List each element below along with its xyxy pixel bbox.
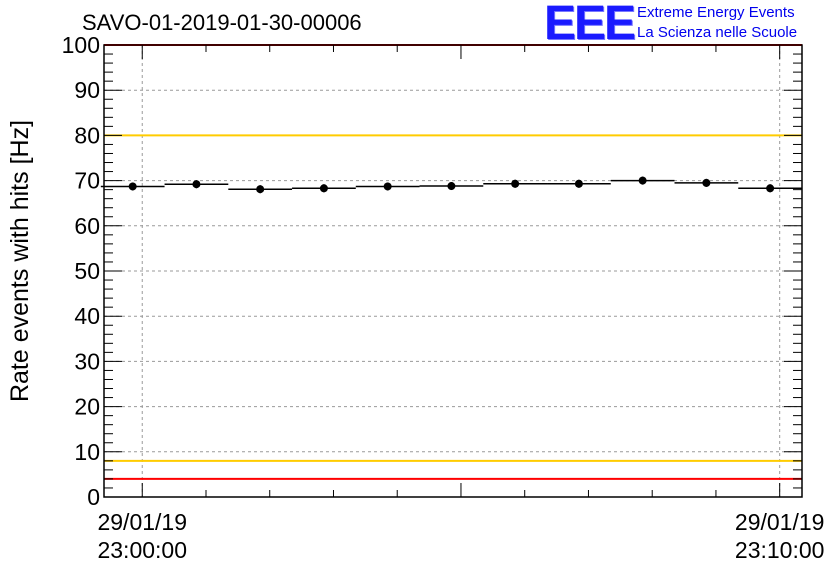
data-point (319, 184, 328, 193)
y-tick-label: 60 (74, 213, 100, 239)
data-point (574, 179, 583, 188)
eee-logo: EEE (544, 0, 636, 50)
y-tick-label: 90 (74, 77, 100, 103)
data-point (766, 184, 775, 193)
y-axis-label: Rate events with hits [Hz] (6, 120, 34, 402)
data-point (638, 176, 647, 185)
y-tick-label: 10 (74, 439, 100, 465)
y-tick-label: 20 (74, 394, 100, 420)
x-tick-label-time: 23:00:00 (97, 537, 187, 563)
data-point (511, 179, 520, 188)
y-tick-label: 30 (74, 348, 100, 374)
chart-title: SAVO-01-2019-01-30-00006 (82, 10, 362, 35)
x-tick-label-time: 23:10:00 (735, 537, 825, 563)
y-tick-label: 0 (87, 484, 100, 510)
x-tick-label-date: 29/01/19 (97, 509, 187, 535)
x-tick-label-date: 29/01/19 (735, 509, 825, 535)
y-tick-label: 50 (74, 258, 100, 284)
data-point (702, 178, 711, 187)
data-point (383, 182, 392, 191)
y-tick-label: 70 (74, 168, 100, 194)
data-point (447, 182, 456, 191)
logo-line-2: La Scienza nelle Scuole (637, 24, 798, 41)
y-tick-label: 100 (62, 32, 100, 58)
y-tick-label: 80 (74, 122, 100, 148)
logo-line-1: Extreme Energy Events (637, 4, 795, 21)
data-point (192, 180, 201, 189)
y-tick-label: 40 (74, 303, 100, 329)
data-point (128, 182, 137, 191)
data-point (256, 185, 265, 194)
